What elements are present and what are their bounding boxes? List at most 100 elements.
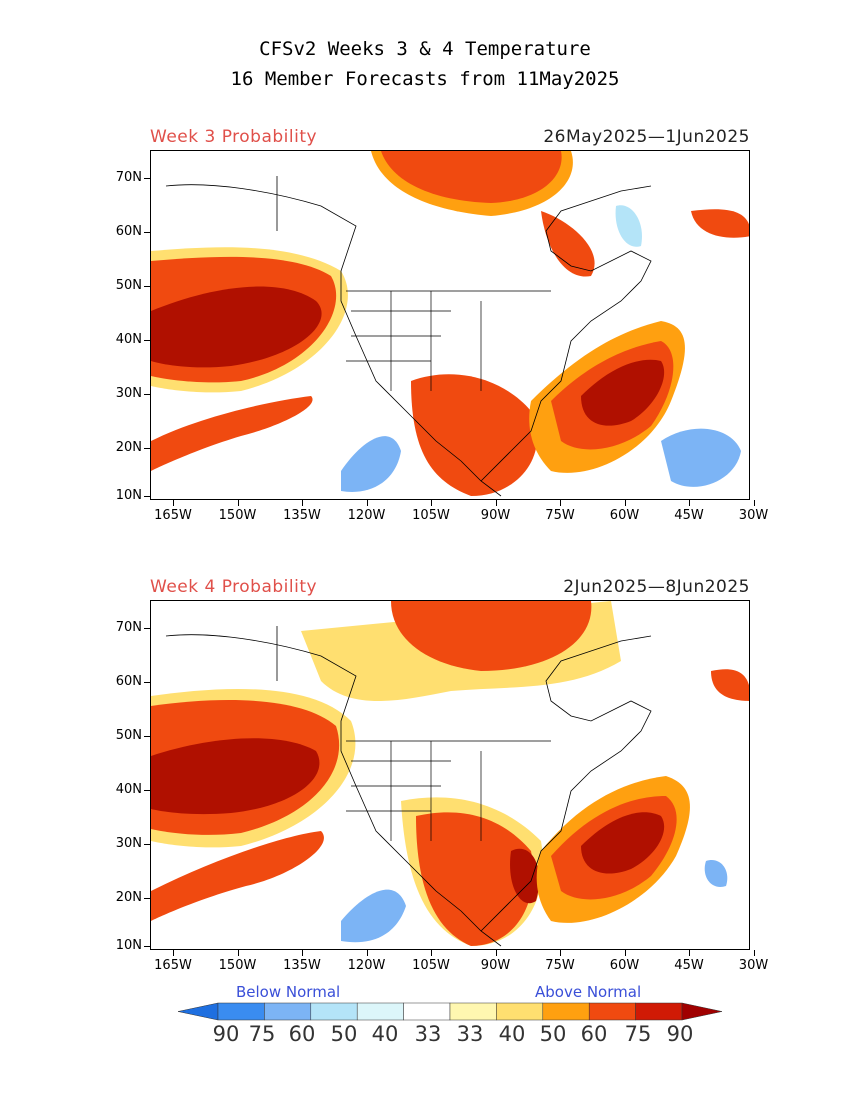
lon-tick	[560, 950, 561, 956]
lat-tick	[144, 286, 150, 287]
greenland-east-area	[711, 669, 749, 701]
lat-label: 50N	[115, 728, 142, 743]
legend-value: 90	[666, 1022, 694, 1046]
lon-label: 120W	[347, 508, 386, 523]
lat-tick	[144, 448, 150, 449]
lon-tick	[624, 950, 626, 956]
lat-tick	[144, 682, 150, 683]
legend-value: 90	[212, 1022, 240, 1046]
lat-label: 20N	[115, 440, 142, 455]
lon-tick	[431, 500, 432, 506]
lon-label: 165W	[154, 958, 192, 973]
legend-below-label: Below Normal	[236, 983, 341, 1001]
lon-tick	[431, 950, 432, 956]
lon-tick	[366, 950, 368, 956]
legend-swatch	[403, 1002, 451, 1021]
lon-label: 75W	[545, 958, 575, 973]
week4-label: Week 4 Probability	[150, 577, 318, 597]
lon-label: 150W	[218, 508, 257, 523]
lat-label: 40N	[115, 332, 142, 347]
lat-tick	[144, 946, 150, 947]
canada-arctic-red	[381, 151, 562, 203]
pacific-coastline	[165, 184, 502, 497]
lon-label: 45W	[674, 508, 704, 523]
legend-value: 40	[371, 1022, 399, 1046]
legend-swatch	[356, 1002, 404, 1021]
legend-value: 60	[288, 1022, 316, 1046]
lon-tick	[173, 950, 174, 956]
lon-tick	[689, 950, 690, 956]
legend-value: 75	[624, 1022, 652, 1046]
legend-swatch	[310, 1002, 358, 1021]
pacific-coastline	[165, 634, 502, 947]
lat-tick	[144, 628, 150, 629]
lon-tick	[624, 500, 626, 506]
pacific-below-area	[341, 889, 406, 943]
chart-title-line1: CFSv2 Weeks 3 & 4 Temperature	[259, 38, 591, 60]
lat-tick	[144, 394, 150, 395]
chart-title-line2: 16 Member Forecasts from 11May2025	[230, 68, 620, 90]
lon-tick	[753, 500, 755, 506]
lon-label: 30W	[738, 958, 769, 973]
legend-swatch	[449, 1002, 497, 1021]
lon-label: 165W	[154, 508, 192, 523]
lat-tick	[144, 736, 150, 737]
greenland-east-area	[691, 209, 749, 238]
legend-swatch	[588, 1002, 636, 1021]
lat-label: 50N	[115, 278, 142, 293]
lat-label: 40N	[115, 782, 142, 797]
atlantic-coastline	[480, 635, 652, 932]
gulf-dark-area	[510, 848, 540, 904]
lon-tick	[302, 950, 303, 956]
mexico-red-area	[416, 812, 534, 946]
week4-map	[150, 600, 750, 950]
week4-dates: 2Jun2025—8Jun2025	[563, 577, 750, 597]
legend-left-arrow	[177, 1002, 219, 1021]
labrador-below-area	[615, 205, 642, 247]
week3-map-svg	[151, 151, 749, 497]
lat-tick	[144, 178, 150, 179]
lat-label: 60N	[115, 224, 142, 239]
lat-tick	[144, 496, 150, 497]
lon-label: 120W	[347, 958, 386, 973]
lat-tick	[144, 898, 150, 899]
week3-label: Week 3 Probability	[150, 127, 318, 147]
lat-label: 70N	[115, 620, 142, 635]
legend-above-label: Above Normal	[535, 983, 642, 1001]
lat-label: 70N	[115, 170, 142, 185]
lon-label: 105W	[412, 958, 450, 973]
us-state-borders	[346, 290, 551, 391]
lon-label: 105W	[412, 508, 450, 523]
lon-label: 135W	[283, 508, 321, 523]
atlantic-dark-area	[581, 812, 665, 874]
legend-value: 50	[330, 1022, 358, 1046]
lon-label: 75W	[545, 508, 575, 523]
legend-value: 50	[539, 1022, 567, 1046]
lon-tick	[495, 950, 497, 956]
legend-value: 33	[414, 1022, 442, 1046]
atlantic-below-area	[661, 428, 741, 487]
legend-value: 75	[248, 1022, 276, 1046]
lon-tick	[302, 500, 303, 506]
lon-label: 60W	[609, 958, 640, 973]
n-pacific-dark-area	[151, 738, 320, 815]
legend-right-arrow	[681, 1002, 723, 1021]
lon-label: 150W	[218, 958, 257, 973]
lon-tick	[237, 500, 239, 506]
week3-map	[150, 150, 750, 500]
legend-value: 60	[580, 1022, 608, 1046]
legend-value: 33	[456, 1022, 484, 1046]
canada-arctic-red	[391, 601, 592, 671]
legend-swatch	[264, 1002, 312, 1021]
mexico-gulf-area	[411, 374, 538, 496]
lon-tick	[173, 500, 174, 506]
pacific-below-area	[341, 436, 401, 492]
week4-map-svg	[151, 601, 749, 947]
lat-label: 30N	[115, 836, 142, 851]
lat-label: 10N	[115, 488, 142, 503]
legend-swatch	[496, 1002, 544, 1021]
trop-pacific-area	[151, 831, 324, 921]
lat-label: 10N	[115, 938, 142, 953]
lat-label: 20N	[115, 890, 142, 905]
lat-label: 60N	[115, 674, 142, 689]
